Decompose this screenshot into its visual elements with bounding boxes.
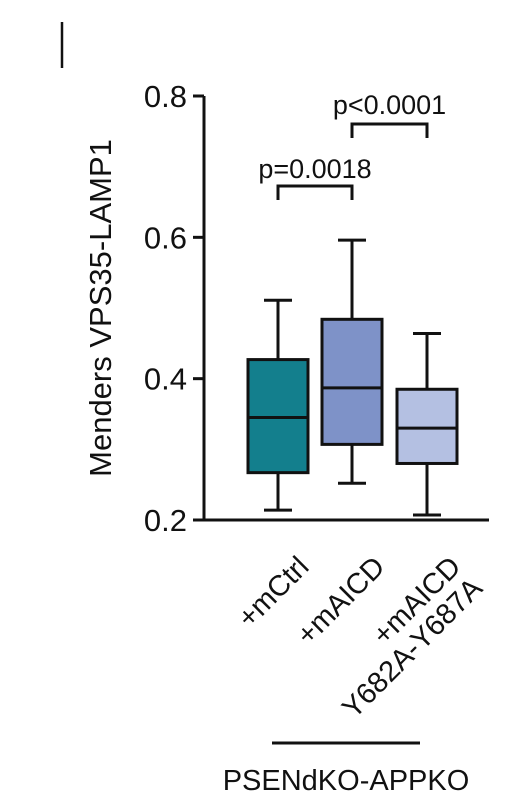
significance-bracket (350, 122, 429, 138)
box-group (320, 238, 384, 485)
significance-brackets: p=0.0018 p<0.0001 (258, 90, 446, 200)
box-group (395, 331, 459, 517)
group-label: PSENdKO-APPKO (223, 765, 470, 797)
p-value-label: p<0.0001 (333, 90, 446, 120)
y-axis-ticks: 0.2 0.4 0.6 0.8 (144, 79, 204, 538)
y-tick-label: 0.6 (144, 220, 187, 255)
significance-bracket (276, 184, 354, 200)
x-category-label: +mAICDY682A-Y687A (315, 550, 490, 725)
box-group (246, 298, 310, 512)
boxes (246, 238, 459, 517)
category-labels: +mCtrl+mAICD+mAICDY682A-Y687A (232, 550, 490, 725)
y-axis-title: Menders VPS35-LAMP1 (83, 139, 118, 477)
box-iqr (320, 317, 384, 446)
p-value-label: p=0.0018 (258, 154, 371, 184)
y-tick-label: 0.8 (144, 79, 187, 114)
y-tick-label: 0.2 (144, 503, 187, 538)
box-iqr (395, 387, 459, 465)
y-tick-label: 0.4 (144, 362, 187, 397)
